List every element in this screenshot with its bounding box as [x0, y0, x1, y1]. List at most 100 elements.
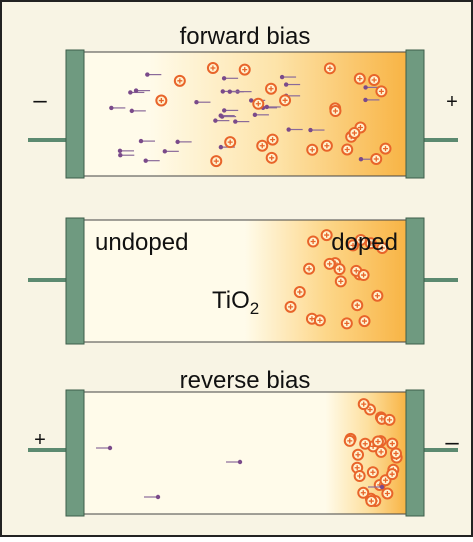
dopant-ion — [330, 106, 340, 116]
carrier-dot — [228, 90, 232, 94]
carrier-dot — [163, 149, 167, 153]
carrier-dot — [238, 460, 242, 464]
dopant-ion — [268, 135, 278, 145]
material-subscript: 2 — [250, 299, 259, 318]
dopant-ion — [369, 75, 379, 85]
carrier-dot — [175, 140, 179, 144]
dopant-ion — [308, 236, 318, 246]
dopant-ion — [387, 469, 397, 479]
electrode — [406, 390, 424, 516]
carrier-dot — [308, 128, 312, 132]
dopant-ion — [373, 437, 383, 447]
dopant-ion — [335, 264, 345, 274]
dopant-ion — [286, 302, 296, 312]
dopant-ion — [257, 141, 267, 151]
region-label: undoped — [95, 229, 188, 256]
dopant-ion — [208, 63, 218, 73]
dopant-ion — [385, 415, 395, 425]
dopant-ion — [315, 315, 325, 325]
dopant-ion — [387, 439, 397, 449]
carrier-dot — [130, 109, 134, 113]
dopant-ion — [342, 144, 352, 154]
carrier-dot — [128, 90, 132, 94]
dopant-ion — [371, 154, 381, 164]
carrier-dot — [222, 108, 226, 112]
carrier-dot — [363, 85, 367, 89]
dopant-ion — [307, 145, 317, 155]
panels — [28, 50, 458, 516]
dopant-ion — [253, 99, 263, 109]
dopant-ion — [175, 76, 185, 86]
carrier-dot — [284, 82, 288, 86]
carrier-dot — [145, 72, 149, 76]
carrier-dot — [219, 145, 223, 149]
carrier-dot — [144, 158, 148, 162]
dopant-ion — [240, 65, 250, 75]
electrode — [66, 218, 84, 344]
dopant-ion — [325, 63, 335, 73]
dopant-ion — [368, 467, 378, 477]
carrier-dot — [156, 495, 160, 499]
carrier-dot — [108, 446, 112, 450]
carrier-dot — [118, 153, 122, 157]
carrier-dot — [134, 88, 138, 92]
carrier-dot — [280, 75, 284, 79]
electrode — [66, 390, 84, 516]
electrode — [406, 218, 424, 344]
dopant-ion — [304, 264, 314, 274]
dopant-ion — [280, 95, 290, 105]
carrier-dot — [359, 157, 363, 161]
dopant-ion — [355, 74, 365, 84]
carrier-dot — [213, 118, 217, 122]
carrier-dot — [109, 106, 113, 110]
sign: + — [34, 429, 46, 451]
dopant-ion — [366, 496, 376, 506]
region-label: doped — [331, 229, 398, 256]
dopant-ion — [325, 259, 335, 269]
carrier-dot — [118, 149, 122, 153]
dopant-ion — [336, 276, 346, 286]
dopant-ion — [353, 450, 363, 460]
panel-title: forward bias — [180, 23, 311, 50]
dopant-ion — [225, 137, 235, 147]
carrier-dot — [221, 89, 225, 93]
carrier-dot — [265, 105, 269, 109]
dopant-ion — [349, 128, 359, 138]
dopant-ion — [380, 144, 390, 154]
dopant-ion — [382, 488, 392, 498]
dopant-ion — [359, 399, 369, 409]
dopant-ion — [355, 471, 365, 481]
electrode — [406, 50, 424, 178]
dopant-ion — [322, 141, 332, 151]
carrier-dot — [194, 100, 198, 104]
carrier-dot — [286, 127, 290, 131]
carrier-dot — [139, 139, 143, 143]
dopant-ion — [266, 84, 276, 94]
dopant-ion — [360, 316, 370, 326]
diagram: forward bias – + undoped doped TiO2 reve… — [0, 0, 473, 537]
dopant-ion — [360, 439, 370, 449]
material-base: TiO — [212, 287, 250, 314]
dopant-ion — [372, 291, 382, 301]
dopant-ion — [391, 448, 401, 458]
dopant-ion — [376, 86, 386, 96]
sign: + — [446, 91, 458, 113]
dopant-ion — [211, 156, 221, 166]
carrier-dot — [219, 113, 223, 117]
electrode — [66, 50, 84, 178]
carrier-dot — [380, 485, 384, 489]
dopant-ion — [359, 270, 369, 280]
dopant-ion — [352, 300, 362, 310]
sign: – — [33, 87, 47, 114]
dopant-ion — [358, 488, 368, 498]
dopant-ion — [322, 230, 332, 240]
panel-title: reverse bias — [180, 367, 311, 394]
carrier-dot — [222, 76, 226, 80]
dopant-ion — [295, 287, 305, 297]
carrier-dot — [363, 98, 367, 102]
carrier-dot — [253, 113, 257, 117]
dopant-ion — [267, 153, 277, 163]
sign: – — [445, 429, 459, 456]
carrier-dot — [233, 119, 237, 123]
dopant-ion — [156, 96, 166, 106]
